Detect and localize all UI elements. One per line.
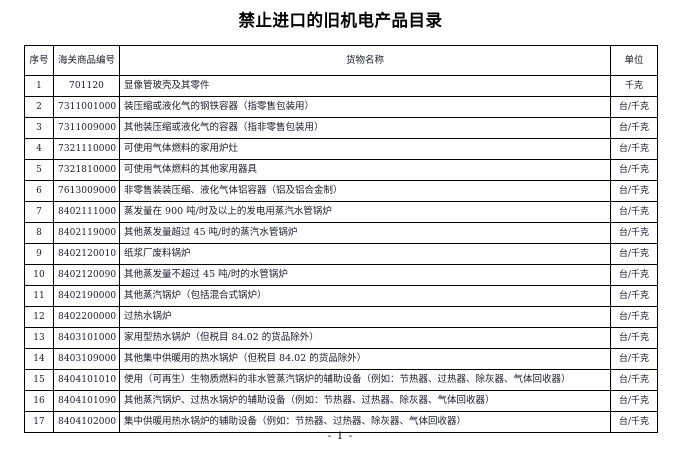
cell-goods-name: 其他装压缩或液化气的容器（指非零售包装用） [119, 117, 611, 139]
cell-goods-name: 可使用气体燃料的家用炉灶 [119, 138, 611, 160]
cell-unit: 千克 [610, 75, 658, 97]
table-header-row: 序号 海关商品编号 货物名称 单位 [24, 45, 658, 76]
cell-unit: 台/千克 [610, 138, 658, 160]
cell-goods-name: 纸浆厂废料锅炉 [119, 243, 611, 265]
cell-unit: 台/千克 [610, 96, 658, 118]
page-title: 禁止进口的旧机电产品目录 [238, 11, 443, 30]
cell-unit: 台/千克 [610, 306, 658, 328]
cell-goods-name: 非零售装装压缩、液化气体铝容器（铝及铝合金制） [119, 180, 611, 202]
table-header: 序号 海关商品编号 货物名称 单位 [24, 45, 658, 76]
cell-goods-name: 可使用气体燃料的其他家用器具 [119, 159, 611, 181]
cell-goods-name: 家用型热水锅炉（但税目 84.02 的货品除外） [119, 327, 611, 349]
cell-goods-name: 其他蒸汽锅炉（包括混合式锅炉） [119, 285, 611, 307]
cell-goods-name: 其他蒸汽锅炉、过热水锅炉的辅助设备（例如：节热器、过热器、除灰器、气体回收器） [119, 390, 611, 412]
cell-goods-name: 其他集中供暖用的热水锅炉（但税目 84.02 的货品除外） [119, 348, 611, 370]
cell-unit: 台/千克 [610, 264, 658, 286]
cell-goods-name: 过热水锅炉 [119, 306, 611, 328]
cell-customs-code: 8404101010 [53, 369, 120, 391]
cell-customs-code: 7311001000 [53, 96, 120, 118]
cell-goods-name: 使用（可再生）生物质燃料的非水管蒸汽锅炉的辅助设备（例如：节热器、过热器、除灰器… [119, 369, 611, 391]
table-row: 1 701120 显像管玻壳及其零件 千克 [24, 75, 658, 97]
cell-customs-code: 7321810000 [53, 159, 120, 181]
cell-sequence-number: 1 [24, 75, 54, 97]
cell-unit: 台/千克 [610, 390, 658, 412]
cell-sequence-number: 10 [24, 264, 54, 286]
cell-customs-code: 8404101090 [53, 390, 120, 412]
cell-unit: 台/千克 [610, 243, 658, 265]
cell-sequence-number: 8 [24, 222, 54, 244]
table-row: 8 8402119000 其他蒸发量超过 45 吨/时的蒸汽水管锅炉 台/千克 [24, 222, 658, 244]
cell-sequence-number: 14 [24, 348, 54, 370]
cell-customs-code: 701120 [53, 75, 120, 97]
catalog-table: 序号 海关商品编号 货物名称 单位 1 701120 显像管玻壳及其零件 千克 2 731… [24, 45, 658, 433]
cell-customs-code: 8402119000 [53, 222, 120, 244]
cell-customs-code: 8404102000 [53, 411, 120, 433]
cell-unit: 台/千克 [610, 348, 658, 370]
catalog-table-container: 序号 海关商品编号 货物名称 单位 1 701120 显像管玻壳及其零件 千克 2 731… [24, 45, 658, 433]
table-row: 4 7321110000 可使用气体燃料的家用炉灶 台/千克 [24, 138, 658, 160]
cell-goods-name: 蒸发量在 900 吨/时及以上的发电用蒸汽水管锅炉 [119, 201, 611, 223]
table-row: 17 8404102000 集中供暖用热水锅炉的辅助设备（例如：节热器、过热器、除灰… [24, 411, 658, 433]
table-body: 1 701120 显像管玻壳及其零件 千克 2 7311001000 装压缩或液化气的钢铁容… [24, 75, 658, 433]
cell-sequence-number: 16 [24, 390, 54, 412]
cell-unit: 台/千克 [610, 201, 658, 223]
table-row: 11 8402190000 其他蒸汽锅炉（包括混合式锅炉） 台/千克 [24, 285, 658, 307]
cell-unit: 台/千克 [610, 285, 658, 307]
cell-unit: 台/千克 [610, 327, 658, 349]
cell-goods-name: 其他蒸发量不超过 45 吨/时的水管锅炉 [119, 264, 611, 286]
cell-unit: 台/千克 [610, 369, 658, 391]
table-row: 10 8402120090 其他蒸发量不超过 45 吨/时的水管锅炉 台/千克 [24, 264, 658, 286]
table-row: 13 8403101000 家用型热水锅炉（但税目 84.02 的货品除外） 台/千克 [24, 327, 658, 349]
cell-unit: 台/千克 [610, 411, 658, 433]
column-header-unit: 单位 [610, 45, 658, 76]
cell-customs-code: 8402111000 [53, 201, 120, 223]
table-row: 6 7613009000 非零售装装压缩、液化气体铝容器（铝及铝合金制） 台/千克 [24, 180, 658, 202]
cell-sequence-number: 12 [24, 306, 54, 328]
table-row: 15 8404101010 使用（可再生）生物质燃料的非水管蒸汽锅炉的辅助设备（例如… [24, 369, 658, 391]
cell-sequence-number: 2 [24, 96, 54, 118]
table-row: 16 8404101090 其他蒸汽锅炉、过热水锅炉的辅助设备（例如：节热器、过热器… [24, 390, 658, 412]
cell-unit: 台/千克 [610, 180, 658, 202]
cell-sequence-number: 6 [24, 180, 54, 202]
table-row: 12 8402200000 过热水锅炉 台/千克 [24, 306, 658, 328]
cell-goods-name: 其他蒸发量超过 45 吨/时的蒸汽水管锅炉 [119, 222, 611, 244]
table-row: 5 7321810000 可使用气体燃料的其他家用器具 台/千克 [24, 159, 658, 181]
cell-sequence-number: 11 [24, 285, 54, 307]
cell-goods-name: 显像管玻壳及其零件 [119, 75, 611, 97]
cell-customs-code: 8402120090 [53, 264, 120, 286]
table-row: 14 8403109000 其他集中供暖用的热水锅炉（但税目 84.02 的货品除外… [24, 348, 658, 370]
cell-sequence-number: 4 [24, 138, 54, 160]
column-header-code: 海关商品编号 [53, 45, 120, 76]
cell-sequence-number: 9 [24, 243, 54, 265]
page-number-footer: - 1 - [327, 430, 354, 442]
table-row: 3 7311009000 其他装压缩或液化气的容器（指非零售包装用） 台/千克 [24, 117, 658, 139]
cell-goods-name: 装压缩或液化气的钢铁容器（指零售包装用） [119, 96, 611, 118]
cell-customs-code: 7613009000 [53, 180, 120, 202]
cell-goods-name: 集中供暖用热水锅炉的辅助设备（例如：节热器、过热器、除灰器、气体回收器） [119, 411, 611, 433]
cell-sequence-number: 15 [24, 369, 54, 391]
cell-sequence-number: 3 [24, 117, 54, 139]
cell-unit: 台/千克 [610, 222, 658, 244]
table-row: 7 8402111000 蒸发量在 900 吨/时及以上的发电用蒸汽水管锅炉 台/千克 [24, 201, 658, 223]
table-row: 9 8402120010 纸浆厂废料锅炉 台/千克 [24, 243, 658, 265]
cell-customs-code: 8403101000 [53, 327, 120, 349]
cell-customs-code: 7311009000 [53, 117, 120, 139]
cell-customs-code: 8402120010 [53, 243, 120, 265]
cell-sequence-number: 13 [24, 327, 54, 349]
column-header-seq: 序号 [24, 45, 54, 76]
cell-customs-code: 8402190000 [53, 285, 120, 307]
cell-customs-code: 8403109000 [53, 348, 120, 370]
table-row: 2 7311001000 装压缩或液化气的钢铁容器（指零售包装用） 台/千克 [24, 96, 658, 118]
cell-customs-code: 7321110000 [53, 138, 120, 160]
cell-unit: 台/千克 [610, 117, 658, 139]
cell-customs-code: 8402200000 [53, 306, 120, 328]
cell-sequence-number: 7 [24, 201, 54, 223]
cell-unit: 台/千克 [610, 159, 658, 181]
cell-sequence-number: 5 [24, 159, 54, 181]
column-header-name: 货物名称 [119, 45, 611, 76]
